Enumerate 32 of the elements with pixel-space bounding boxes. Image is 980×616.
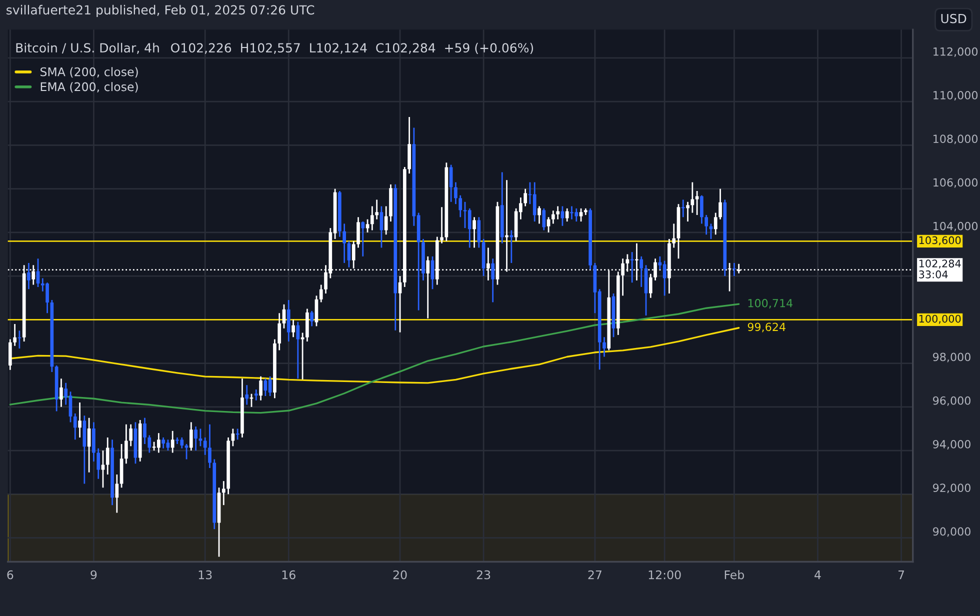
- text: Bitcoin / U.S. Dollar, 4h: [16, 42, 159, 54]
- x-tick-label: 12:00: [648, 570, 681, 580]
- y-tick-label: 98,000: [933, 352, 970, 362]
- y-tick-label: 108,000: [934, 134, 978, 144]
- legend-label: SMA (200, close): [40, 67, 138, 78]
- y-tick-label: 110,000: [934, 90, 978, 101]
- x-tick-label: 16: [282, 570, 296, 580]
- x-tick-label: 6: [7, 570, 14, 580]
- ref-line-label: 100,000: [919, 314, 961, 324]
- x-tick-label: 7: [898, 570, 904, 580]
- x-tick-label: 20: [393, 570, 407, 580]
- y-tick-label: 104,000: [934, 222, 978, 232]
- x-tick-label: 4: [814, 570, 821, 580]
- y-tick-label: 94,000: [933, 440, 970, 450]
- ref-line-label: 102,284 33:04: [919, 260, 961, 278]
- y-axis-title: USD: [941, 14, 966, 24]
- text: O102,226 H102,557 L102,124 C102,284 +59 (+0.06%): [171, 42, 534, 54]
- x-tick-label: 9: [90, 570, 97, 580]
- ref-line-label: 103,600: [919, 236, 961, 246]
- data-label: 100,714: [748, 298, 792, 308]
- x-tick-label: Feb: [724, 570, 744, 580]
- x-tick-label: 13: [198, 570, 212, 580]
- text: svillafuerte21 published, Feb 01, 2025 07:26 UTC: [6, 4, 314, 18]
- y-tick-label: 92,000: [933, 484, 970, 494]
- y-tick-label: 96,000: [933, 396, 970, 406]
- data-label: 99,624: [748, 322, 786, 332]
- y-tick-label: 90,000: [933, 527, 970, 537]
- x-tick-label: 23: [476, 570, 490, 580]
- y-tick-label: 112,000: [934, 47, 978, 57]
- y-tick-label: 106,000: [934, 178, 978, 188]
- legend-label: EMA (200, close): [40, 82, 138, 93]
- x-tick-label: 27: [588, 570, 602, 580]
